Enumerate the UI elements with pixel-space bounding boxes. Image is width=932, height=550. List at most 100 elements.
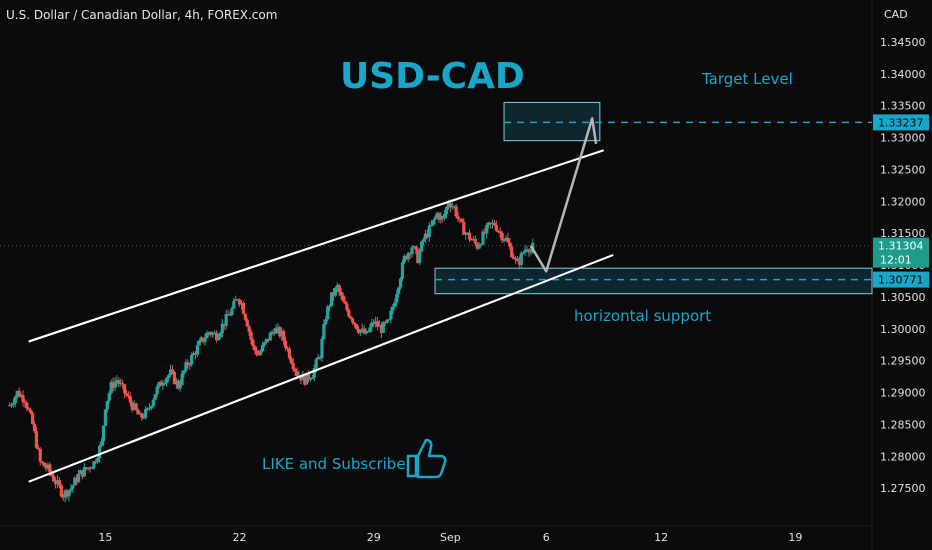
candle bbox=[352, 322, 357, 325]
candle bbox=[287, 348, 291, 359]
y-tick-label: 1.34500 bbox=[880, 36, 926, 49]
candle bbox=[237, 299, 242, 305]
channel-lower-extension bbox=[28, 253, 614, 483]
candle bbox=[318, 357, 322, 359]
candle bbox=[349, 316, 353, 319]
candle bbox=[52, 475, 56, 482]
candle bbox=[232, 300, 236, 309]
candle bbox=[395, 294, 399, 303]
candle bbox=[34, 431, 39, 448]
candle bbox=[375, 321, 380, 327]
candle bbox=[165, 378, 169, 383]
candle bbox=[431, 219, 435, 225]
candle bbox=[84, 467, 88, 470]
candle bbox=[122, 384, 127, 394]
candle bbox=[243, 313, 247, 320]
y-tick-label: 1.34000 bbox=[880, 68, 926, 81]
candle bbox=[218, 332, 222, 337]
candle bbox=[314, 359, 318, 368]
candle bbox=[324, 319, 328, 324]
candle bbox=[506, 237, 510, 243]
candle bbox=[195, 345, 199, 355]
candle bbox=[414, 246, 418, 250]
candle bbox=[121, 383, 125, 385]
candle bbox=[500, 232, 504, 241]
candle bbox=[410, 247, 414, 255]
y-tick-label: 1.32000 bbox=[880, 195, 926, 208]
candle bbox=[489, 222, 493, 224]
candle bbox=[485, 224, 489, 234]
candle bbox=[88, 467, 92, 469]
candle bbox=[510, 246, 514, 258]
candle bbox=[253, 346, 257, 351]
candle bbox=[335, 285, 339, 288]
candle bbox=[420, 241, 424, 252]
candle bbox=[527, 249, 531, 253]
candle bbox=[199, 337, 203, 341]
candle bbox=[111, 381, 115, 388]
candle bbox=[354, 324, 359, 329]
instrument-header: U.S. Dollar / Canadian Dollar, 4h, FOREX… bbox=[6, 8, 278, 22]
candle bbox=[147, 407, 152, 409]
candle bbox=[201, 337, 205, 342]
candle bbox=[310, 377, 314, 379]
candle bbox=[178, 384, 182, 389]
candle bbox=[515, 258, 520, 262]
candle bbox=[452, 206, 456, 208]
candle bbox=[308, 378, 313, 380]
candle bbox=[119, 383, 123, 385]
candle bbox=[230, 308, 234, 315]
thumbs-up-icon bbox=[406, 438, 447, 479]
candle bbox=[326, 306, 330, 320]
candle bbox=[276, 327, 280, 329]
x-tick-label-15: 15 bbox=[98, 531, 112, 544]
current-price-tag: 1.31304 bbox=[878, 240, 924, 253]
candle bbox=[408, 253, 412, 255]
candle bbox=[270, 331, 274, 333]
candle bbox=[140, 413, 144, 418]
candle bbox=[306, 373, 311, 380]
candle bbox=[266, 338, 270, 341]
candle bbox=[46, 464, 50, 469]
candle bbox=[404, 255, 408, 260]
y-tick-label: 1.31500 bbox=[880, 227, 926, 240]
candle bbox=[331, 292, 336, 296]
candle bbox=[466, 232, 470, 234]
candle bbox=[498, 231, 502, 233]
x-tick-label-19: 19 bbox=[788, 531, 802, 544]
candle bbox=[170, 369, 175, 373]
candle bbox=[529, 249, 533, 253]
candle bbox=[479, 244, 483, 246]
candle bbox=[512, 257, 516, 259]
candle bbox=[393, 302, 397, 307]
candle bbox=[481, 231, 485, 245]
candle bbox=[224, 314, 228, 326]
candle bbox=[341, 295, 345, 302]
candle bbox=[53, 481, 58, 485]
candle bbox=[99, 441, 104, 446]
candle bbox=[134, 403, 138, 410]
candle bbox=[351, 318, 355, 323]
candle bbox=[268, 332, 272, 341]
candle bbox=[9, 404, 14, 406]
candle bbox=[113, 381, 117, 388]
candle bbox=[385, 319, 389, 323]
candle bbox=[155, 386, 159, 395]
candle bbox=[50, 472, 54, 476]
candle bbox=[387, 319, 391, 321]
candle bbox=[191, 353, 196, 355]
candle bbox=[124, 393, 129, 396]
candle bbox=[508, 242, 512, 247]
candle bbox=[157, 382, 161, 387]
candle bbox=[27, 408, 31, 410]
candle bbox=[59, 485, 63, 497]
y-tick-label: 1.30500 bbox=[880, 291, 926, 304]
candle bbox=[257, 354, 261, 356]
candle bbox=[11, 403, 16, 405]
candle bbox=[443, 213, 447, 219]
candle bbox=[437, 213, 441, 220]
candle bbox=[467, 232, 472, 240]
candle bbox=[182, 370, 186, 374]
candle bbox=[513, 258, 518, 260]
